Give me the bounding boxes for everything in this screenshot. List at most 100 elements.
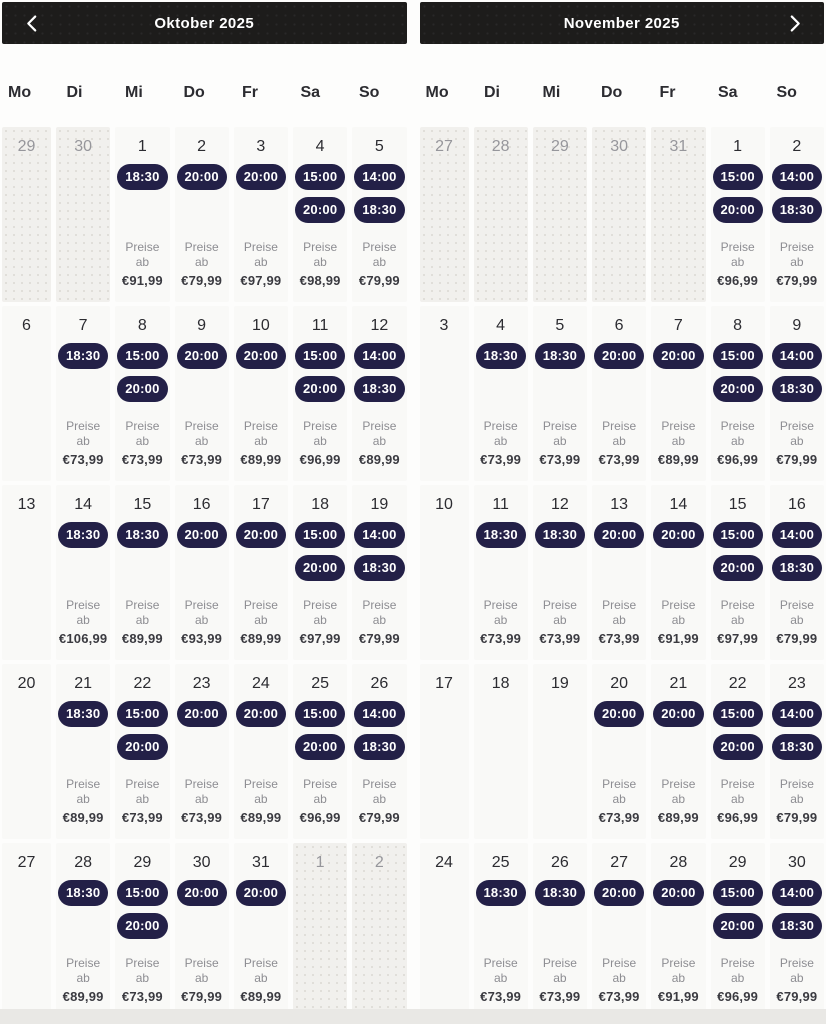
day-cell: 18 — [473, 664, 528, 839]
showtime-pill[interactable]: 18:30 — [534, 343, 585, 369]
next-month-button[interactable] — [772, 2, 818, 44]
showtime-pill[interactable]: 18:30 — [475, 522, 526, 548]
showtime-pill[interactable]: 20:00 — [117, 376, 168, 402]
price-from-value: €79,99 — [358, 810, 400, 825]
showtime-pill[interactable]: 20:00 — [712, 555, 763, 581]
price-from-value: €89,99 — [240, 810, 282, 825]
showtime-pill[interactable]: 15:00 — [117, 701, 168, 727]
showtime-pill[interactable]: 20:00 — [653, 522, 704, 548]
showtime-list: 15:00 20:00 — [117, 343, 168, 402]
showtime-pill[interactable]: 14:00 — [771, 880, 822, 906]
showtime-pill[interactable]: 20:00 — [117, 913, 168, 939]
showtime-pill[interactable]: 20:00 — [653, 880, 704, 906]
showtime-pill[interactable]: 15:00 — [295, 164, 346, 190]
showtime-pill[interactable]: 14:00 — [354, 701, 405, 727]
showtime-pill[interactable]: 18:30 — [58, 880, 109, 906]
showtime-pill[interactable]: 15:00 — [117, 343, 168, 369]
showtime-list: 18:30 — [58, 343, 109, 369]
showtime-pill[interactable]: 15:00 — [712, 701, 763, 727]
day-number: 24 — [435, 854, 453, 871]
showtime-pill[interactable]: 18:30 — [354, 734, 405, 760]
showtime-pill[interactable]: 15:00 — [295, 343, 346, 369]
showtime-pill[interactable]: 20:00 — [712, 376, 763, 402]
day-number: 16 — [192, 496, 211, 513]
showtime-pill[interactable]: 20:00 — [653, 701, 704, 727]
showtime-pill[interactable]: 15:00 — [712, 522, 763, 548]
weekday-label: Do — [183, 84, 205, 101]
price-from: Preise ab €97,99 — [236, 240, 286, 290]
showtime-pill[interactable]: 20:00 — [712, 197, 763, 223]
showtime-pill[interactable]: 15:00 — [712, 880, 763, 906]
showtime-pill[interactable]: 20:00 — [712, 734, 763, 760]
day-number: 4 — [315, 138, 325, 155]
showtime-pill[interactable]: 18:30 — [117, 522, 168, 548]
showtime-pill[interactable]: 18:30 — [354, 197, 405, 223]
showtime-pill[interactable]: 18:30 — [354, 376, 405, 402]
showtime-pill[interactable]: 20:00 — [235, 701, 286, 727]
price-from-value: €73,99 — [598, 631, 640, 646]
showtime-pill[interactable]: 18:30 — [117, 164, 168, 190]
showtime-pill[interactable]: 18:30 — [771, 734, 822, 760]
price-from-value: €89,99 — [62, 989, 104, 1004]
day-cell-muted: 29 — [2, 127, 51, 302]
showtime-pill[interactable]: 18:30 — [771, 197, 822, 223]
showtime-pill[interactable]: 20:00 — [295, 376, 346, 402]
showtime-pill[interactable]: 20:00 — [594, 701, 645, 727]
showtime-pill[interactable]: 14:00 — [771, 701, 822, 727]
showtime-pill[interactable]: 20:00 — [594, 880, 645, 906]
showtime-pill[interactable]: 18:30 — [475, 880, 526, 906]
showtime-pill[interactable]: 20:00 — [712, 913, 763, 939]
showtime-pill[interactable]: 18:30 — [475, 343, 526, 369]
showtime-pill[interactable]: 14:00 — [771, 522, 822, 548]
showtime-pill[interactable]: 20:00 — [594, 522, 645, 548]
price-from: Preise ab €79,99 — [772, 419, 822, 469]
showtime-pill[interactable]: 20:00 — [653, 343, 704, 369]
prev-month-button[interactable] — [8, 2, 54, 44]
showtime-pill[interactable]: 15:00 — [295, 701, 346, 727]
showtime-pill[interactable]: 14:00 — [354, 164, 405, 190]
showtime-pill[interactable]: 14:00 — [354, 343, 405, 369]
showtime-list: 15:00 20:00 — [295, 701, 346, 760]
showtime-pill[interactable]: 15:00 — [117, 880, 168, 906]
showtime-pill[interactable]: 14:00 — [354, 522, 405, 548]
day-number: 17 — [251, 496, 270, 513]
showtime-pill[interactable]: 20:00 — [176, 701, 227, 727]
showtime-pill[interactable]: 20:00 — [176, 880, 227, 906]
price-from: Preise ab €73,99 — [594, 777, 644, 827]
showtime-pill[interactable]: 15:00 — [712, 164, 763, 190]
showtime-pill[interactable]: 20:00 — [235, 880, 286, 906]
price-from-label: Preise ab — [483, 598, 518, 627]
showtime-pill[interactable]: 18:30 — [354, 555, 405, 581]
showtime-pill[interactable]: 18:30 — [771, 913, 822, 939]
showtime-pill[interactable]: 20:00 — [176, 343, 227, 369]
day-number: 27 — [17, 854, 36, 871]
price-from-value: €89,99 — [121, 631, 163, 646]
day-number: 29 — [133, 854, 152, 871]
price-from-label: Preise ab — [779, 598, 814, 627]
price-from-label: Preise ab — [720, 598, 755, 627]
showtime-pill[interactable]: 18:30 — [58, 343, 109, 369]
showtime-pill[interactable]: 20:00 — [235, 343, 286, 369]
showtime-pill[interactable]: 20:00 — [295, 555, 346, 581]
showtime-pill[interactable]: 18:30 — [771, 555, 822, 581]
showtime-pill[interactable]: 14:00 — [771, 343, 822, 369]
showtime-pill[interactable]: 20:00 — [295, 197, 346, 223]
showtime-pill[interactable]: 20:00 — [176, 164, 227, 190]
showtime-pill[interactable]: 20:00 — [594, 343, 645, 369]
price-from-label: Preise ab — [125, 777, 160, 806]
showtime-pill[interactable]: 18:30 — [58, 522, 109, 548]
showtime-pill[interactable]: 18:30 — [771, 376, 822, 402]
showtime-pill[interactable]: 18:30 — [58, 701, 109, 727]
showtime-pill[interactable]: 20:00 — [295, 734, 346, 760]
showtime-pill[interactable]: 20:00 — [235, 522, 286, 548]
showtime-pill[interactable]: 20:00 — [176, 522, 227, 548]
showtime-pill[interactable]: 15:00 — [295, 522, 346, 548]
showtime-pill[interactable]: 18:30 — [534, 880, 585, 906]
showtime-pill[interactable]: 15:00 — [712, 343, 763, 369]
showtime-pill[interactable]: 20:00 — [235, 164, 286, 190]
showtime-pill[interactable]: 18:30 — [534, 522, 585, 548]
showtime-pill[interactable]: 14:00 — [771, 164, 822, 190]
day-number: 1 — [315, 854, 325, 871]
day-number: 13 — [17, 496, 36, 513]
showtime-pill[interactable]: 20:00 — [117, 734, 168, 760]
